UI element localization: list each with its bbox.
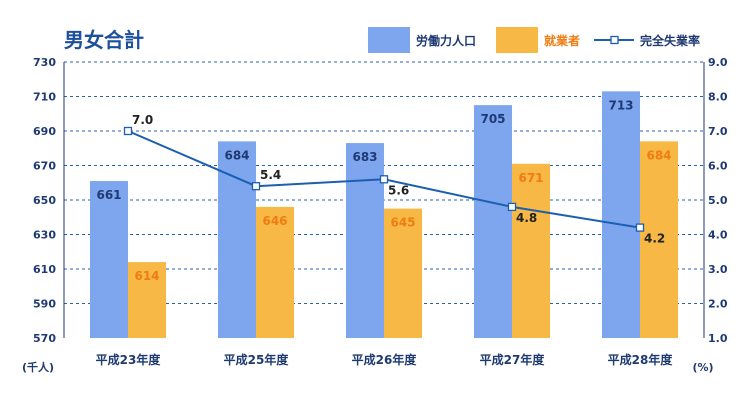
x-tick-label: 平成27年度 <box>480 352 546 367</box>
bar-label-employed: 645 <box>390 216 415 230</box>
marker-unemployment-rate <box>507 202 517 212</box>
right-tick-label: 8.0 <box>708 91 728 104</box>
bar-labor-force <box>346 143 384 338</box>
bar-labor-force <box>218 141 256 338</box>
data-label-unemployment-rate: 4.2 <box>644 232 665 246</box>
marker-unemployment-rate <box>635 223 645 232</box>
right-tick-label: 2.0 <box>708 298 728 311</box>
marker-unemployment-rate <box>379 175 389 184</box>
chart-title: 男女合計 <box>64 28 144 52</box>
legend-marker-unemployment <box>610 35 619 45</box>
left-tick-label: 730 <box>33 56 56 69</box>
left-tick-label: 710 <box>33 91 56 104</box>
right-tick-label: 6.0 <box>708 160 728 173</box>
left-tick-label: 630 <box>33 229 56 242</box>
data-label-unemployment-rate: 5.6 <box>388 183 409 197</box>
legend-label-unemployment: 完全失業率 <box>640 33 700 48</box>
left-tick-label: 590 <box>33 298 56 311</box>
bar-label-labor-force: 683 <box>352 150 377 164</box>
legend-swatch-employed <box>496 27 538 53</box>
bar-labor-force <box>602 91 640 338</box>
right-axis-unit: (%) <box>692 361 713 374</box>
legend-swatch-labor <box>368 27 410 53</box>
legend-label-employed: 就業者 <box>544 33 580 48</box>
bar-employed <box>256 206 294 338</box>
right-tick-label: 5.0 <box>708 194 728 207</box>
x-tick-label: 平成23年度 <box>96 352 162 367</box>
right-tick-label: 4.0 <box>708 229 728 242</box>
x-tick-label: 平成28年度 <box>608 352 674 367</box>
marker-unemployment-rate <box>123 126 133 136</box>
left-axis-unit: (千人) <box>22 360 54 374</box>
bar-label-labor-force: 705 <box>480 112 505 126</box>
bar-label-employed: 671 <box>518 171 543 185</box>
left-tick-label: 690 <box>33 125 56 138</box>
left-tick-label: 570 <box>33 332 56 345</box>
bar-labor-force <box>474 105 512 338</box>
bar-label-labor-force: 684 <box>224 148 249 162</box>
x-tick-label: 平成25年度 <box>224 352 290 367</box>
bar-label-labor-force: 661 <box>96 188 121 202</box>
x-tick-label: 平成26年度 <box>352 352 418 367</box>
bar-label-employed: 614 <box>134 269 159 283</box>
right-tick-label: 7.0 <box>708 125 728 138</box>
data-label-unemployment-rate: 5.4 <box>260 168 281 182</box>
left-tick-label: 650 <box>33 194 56 207</box>
legend: 労働力人口 就業者 完全失業率 <box>368 27 700 53</box>
right-tick-label: 1.0 <box>708 332 728 345</box>
bar-employed <box>512 163 550 338</box>
bar-label-employed: 646 <box>262 214 287 228</box>
right-tick-label: 3.0 <box>708 263 728 276</box>
bar-labor-force <box>90 181 128 338</box>
left-tick-label: 610 <box>33 263 56 276</box>
bar-employed <box>384 208 422 338</box>
bar-employed <box>128 262 166 338</box>
bar-label-employed: 684 <box>646 148 671 162</box>
legend-label-labor: 労働力人口 <box>416 33 476 48</box>
right-tick-label: 9.0 <box>708 56 728 69</box>
plot-area: 570 590 610 630 650 670 690 710 730 1.0 2.0 3.0 4.0 5… <box>33 56 728 367</box>
marker-unemployment-rate <box>251 182 261 191</box>
data-label-unemployment-rate: 4.8 <box>516 211 537 225</box>
left-tick-label: 670 <box>33 160 56 173</box>
data-label-unemployment-rate: 7.0 <box>132 113 153 127</box>
bar-label-labor-force: 713 <box>608 98 633 112</box>
bar-employed <box>640 141 678 338</box>
